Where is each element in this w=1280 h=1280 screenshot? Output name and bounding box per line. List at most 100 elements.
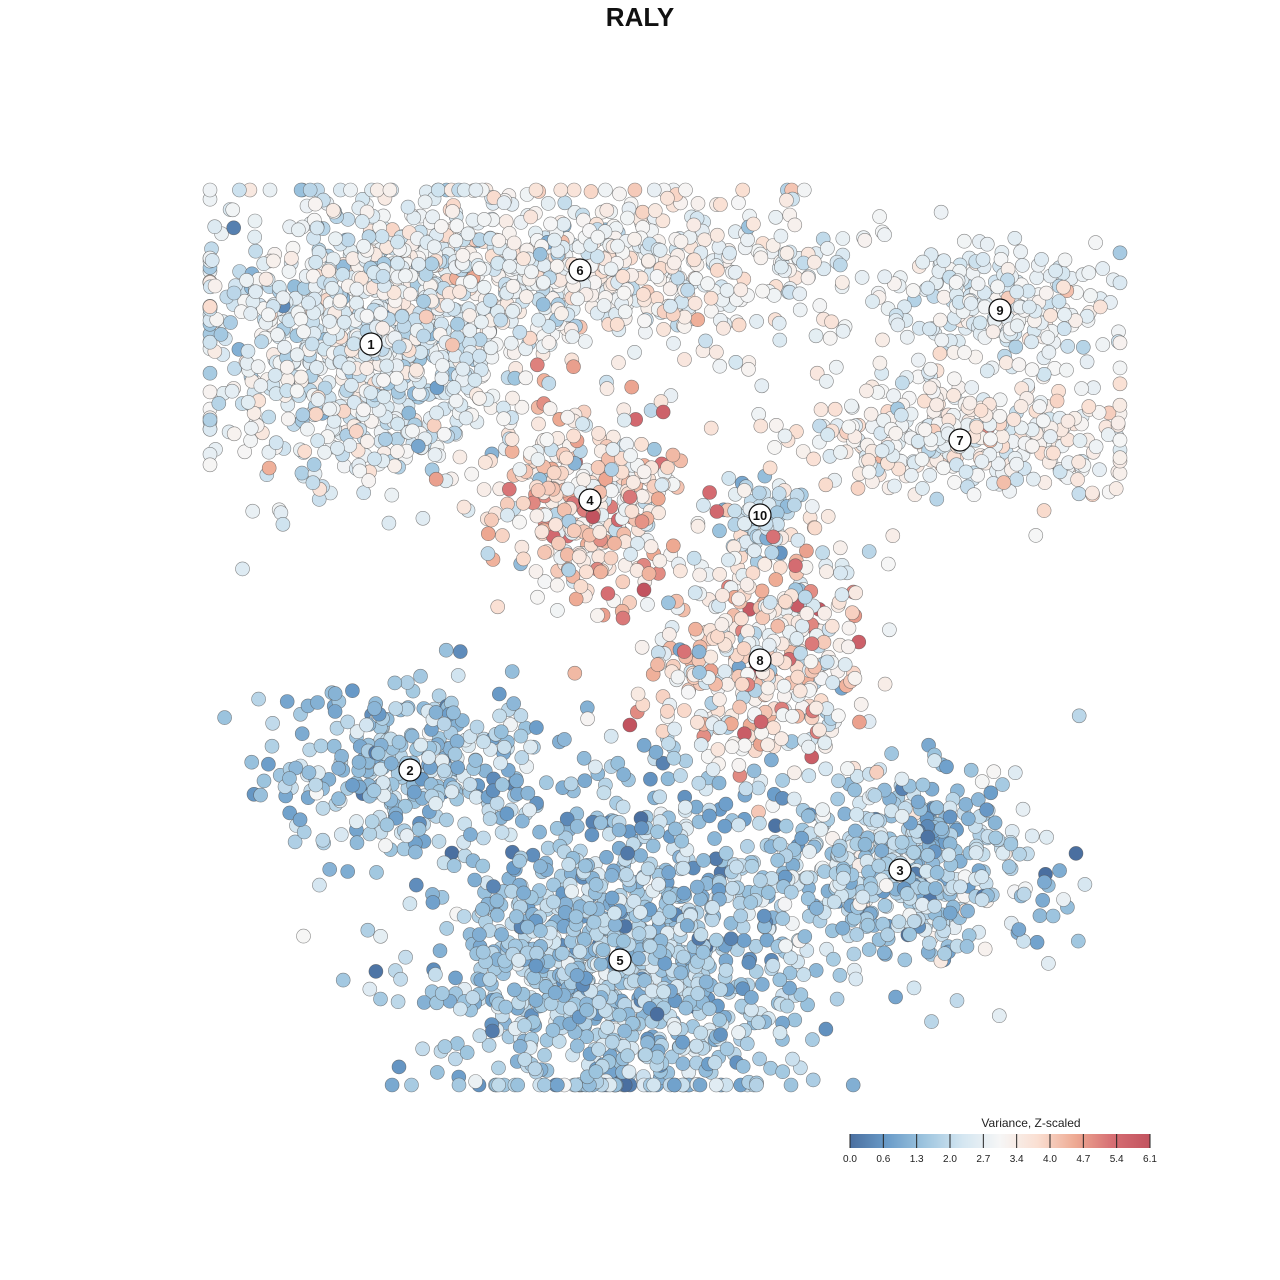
- cell-point: [902, 927, 917, 942]
- cell-point: [848, 971, 864, 987]
- cell-point: [1112, 397, 1128, 413]
- cell-point: [534, 524, 550, 540]
- cell-point: [782, 980, 797, 996]
- cell-point: [731, 757, 747, 773]
- cell-point: [561, 857, 577, 872]
- cell-point: [248, 243, 263, 259]
- cell-point: [541, 376, 557, 391]
- cell-point: [969, 419, 985, 435]
- cell-point: [634, 436, 649, 452]
- cell-point: [415, 1041, 430, 1057]
- cell-point: [712, 1012, 727, 1028]
- cell-point: [494, 927, 509, 942]
- cell-point: [615, 799, 631, 815]
- cell-point: [972, 315, 988, 331]
- cell-point: [656, 984, 671, 1000]
- cell-point: [693, 1025, 709, 1041]
- cell-point: [818, 477, 834, 493]
- cell-point: [649, 269, 665, 284]
- cell-point: [924, 1014, 939, 1029]
- cell-point: [831, 843, 847, 858]
- cell-point: [327, 686, 343, 701]
- cell-point: [467, 372, 483, 388]
- cell-point: [818, 1021, 834, 1037]
- cell-point: [428, 796, 444, 811]
- cell-point: [778, 818, 794, 834]
- cell-point: [1095, 261, 1110, 276]
- legend-tick-label: 0.6: [876, 1154, 890, 1165]
- cell-point: [354, 214, 370, 229]
- cell-point: [840, 761, 855, 776]
- cell-point: [402, 286, 418, 302]
- cell-point: [734, 676, 750, 692]
- cell-point: [513, 728, 529, 744]
- cell-point: [439, 812, 454, 828]
- cell-point: [532, 246, 548, 262]
- cell-point: [566, 523, 582, 539]
- cell-point: [537, 1047, 552, 1063]
- cell-point: [383, 756, 399, 771]
- cell-point: [888, 426, 904, 441]
- cell-point: [640, 597, 655, 612]
- cell-point: [375, 320, 390, 336]
- cell-point: [308, 254, 324, 270]
- cell-point: [1112, 376, 1128, 392]
- cell-point: [741, 361, 756, 377]
- cell-point: [317, 444, 332, 460]
- cell-point: [434, 370, 450, 386]
- cell-point: [356, 239, 372, 254]
- cell-point: [697, 232, 712, 248]
- cell-point: [957, 345, 972, 360]
- cell-point: [860, 917, 876, 933]
- cell-point: [576, 472, 592, 488]
- cell-point: [542, 401, 558, 417]
- cell-point: [712, 566, 727, 582]
- cell-point: [559, 811, 575, 827]
- svg-text:6: 6: [576, 263, 583, 278]
- cell-point: [884, 746, 899, 761]
- cell-point: [322, 314, 337, 329]
- cell-point: [202, 299, 218, 315]
- cell-point: [958, 464, 974, 480]
- cell-point: [308, 406, 324, 422]
- cell-point: [514, 399, 530, 415]
- cell-point: [295, 407, 311, 423]
- cell-point: [772, 836, 788, 852]
- cell-point: [834, 275, 850, 290]
- cell-point: [808, 963, 824, 978]
- cell-point: [489, 795, 505, 811]
- cell-point: [1112, 275, 1128, 291]
- cell-point: [920, 280, 936, 296]
- cell-point: [561, 562, 577, 578]
- cell-point: [604, 890, 620, 906]
- cell-point: [1025, 438, 1040, 454]
- cell-point: [384, 1077, 400, 1093]
- cell-point: [763, 1060, 778, 1076]
- cell-point: [939, 759, 954, 775]
- cell-point: [390, 994, 406, 1010]
- cell-point: [743, 895, 759, 910]
- cell-point: [727, 264, 743, 280]
- cell-point: [737, 483, 752, 498]
- cell-point: [619, 867, 634, 882]
- cell-point: [705, 762, 721, 777]
- cell-point: [291, 222, 306, 238]
- cell-point: [523, 739, 538, 755]
- cell-point: [612, 186, 627, 202]
- cell-point: [670, 669, 686, 685]
- cell-point: [960, 903, 975, 919]
- cell-point: [535, 297, 551, 312]
- cell-point: [696, 853, 711, 868]
- cell-point: [844, 398, 859, 414]
- cell-point: [543, 216, 558, 232]
- cell-point: [636, 464, 652, 480]
- cell-point: [450, 316, 465, 332]
- cell-point: [491, 233, 507, 248]
- cell-point: [321, 263, 336, 279]
- cell-point: [329, 720, 345, 736]
- cell-point: [483, 340, 499, 356]
- legend-tick-label: 2.7: [976, 1154, 990, 1165]
- cell-point: [822, 330, 838, 346]
- cell-point: [604, 1034, 620, 1050]
- cell-point: [829, 991, 845, 1007]
